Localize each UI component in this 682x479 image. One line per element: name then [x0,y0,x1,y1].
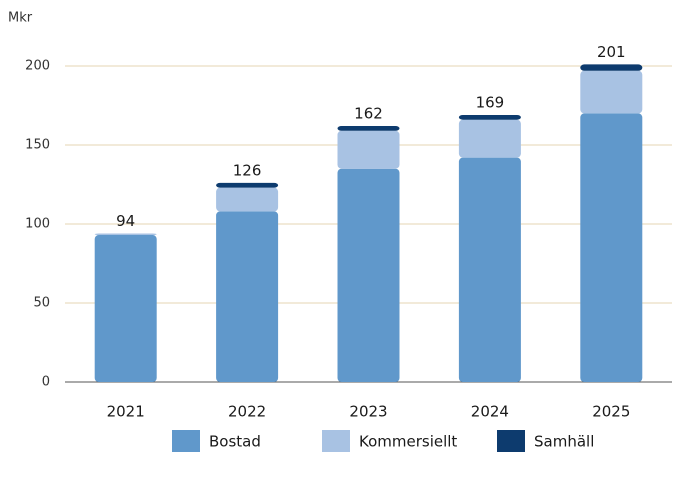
x-tick-label: 2021 [107,403,145,421]
bar-segment [580,70,643,114]
bar-segment [216,182,279,188]
bar-segment [216,187,279,212]
bar-segment [580,64,643,71]
x-tick-label: 2025 [592,403,630,421]
legend-label: Bostad [209,433,261,451]
x-tick-label: 2023 [349,403,387,421]
legend-swatch [172,430,200,452]
bar-segment [216,211,279,382]
total-label: 94 [116,212,135,230]
y-tick-label: 50 [33,296,50,311]
bar-segment [337,168,400,382]
total-label: 126 [233,161,262,179]
y-axis-label: Mkr [8,11,33,26]
y-tick-label: 200 [25,59,50,74]
bar-segment [337,130,400,169]
bar-segment [458,114,521,120]
legend-label: Kommersiellt [359,433,457,451]
bar-segment [94,233,157,236]
total-label: 169 [476,93,505,111]
x-tick-label: 2022 [228,403,266,421]
y-tick-label: 150 [25,138,50,153]
bar-segment [458,119,521,158]
y-tick-label: 0 [42,375,50,390]
x-tick-label: 2024 [471,403,509,421]
y-tick-label: 100 [25,217,50,232]
legend-swatch [322,430,350,452]
bar-segment [94,235,157,382]
bar-segment [337,126,400,131]
bar-segment [580,113,643,383]
legend-label: Samhäll [534,433,594,451]
total-label: 162 [354,105,383,123]
bar-segment [458,157,521,382]
legend-swatch [497,430,525,452]
total-label: 201 [597,43,626,61]
